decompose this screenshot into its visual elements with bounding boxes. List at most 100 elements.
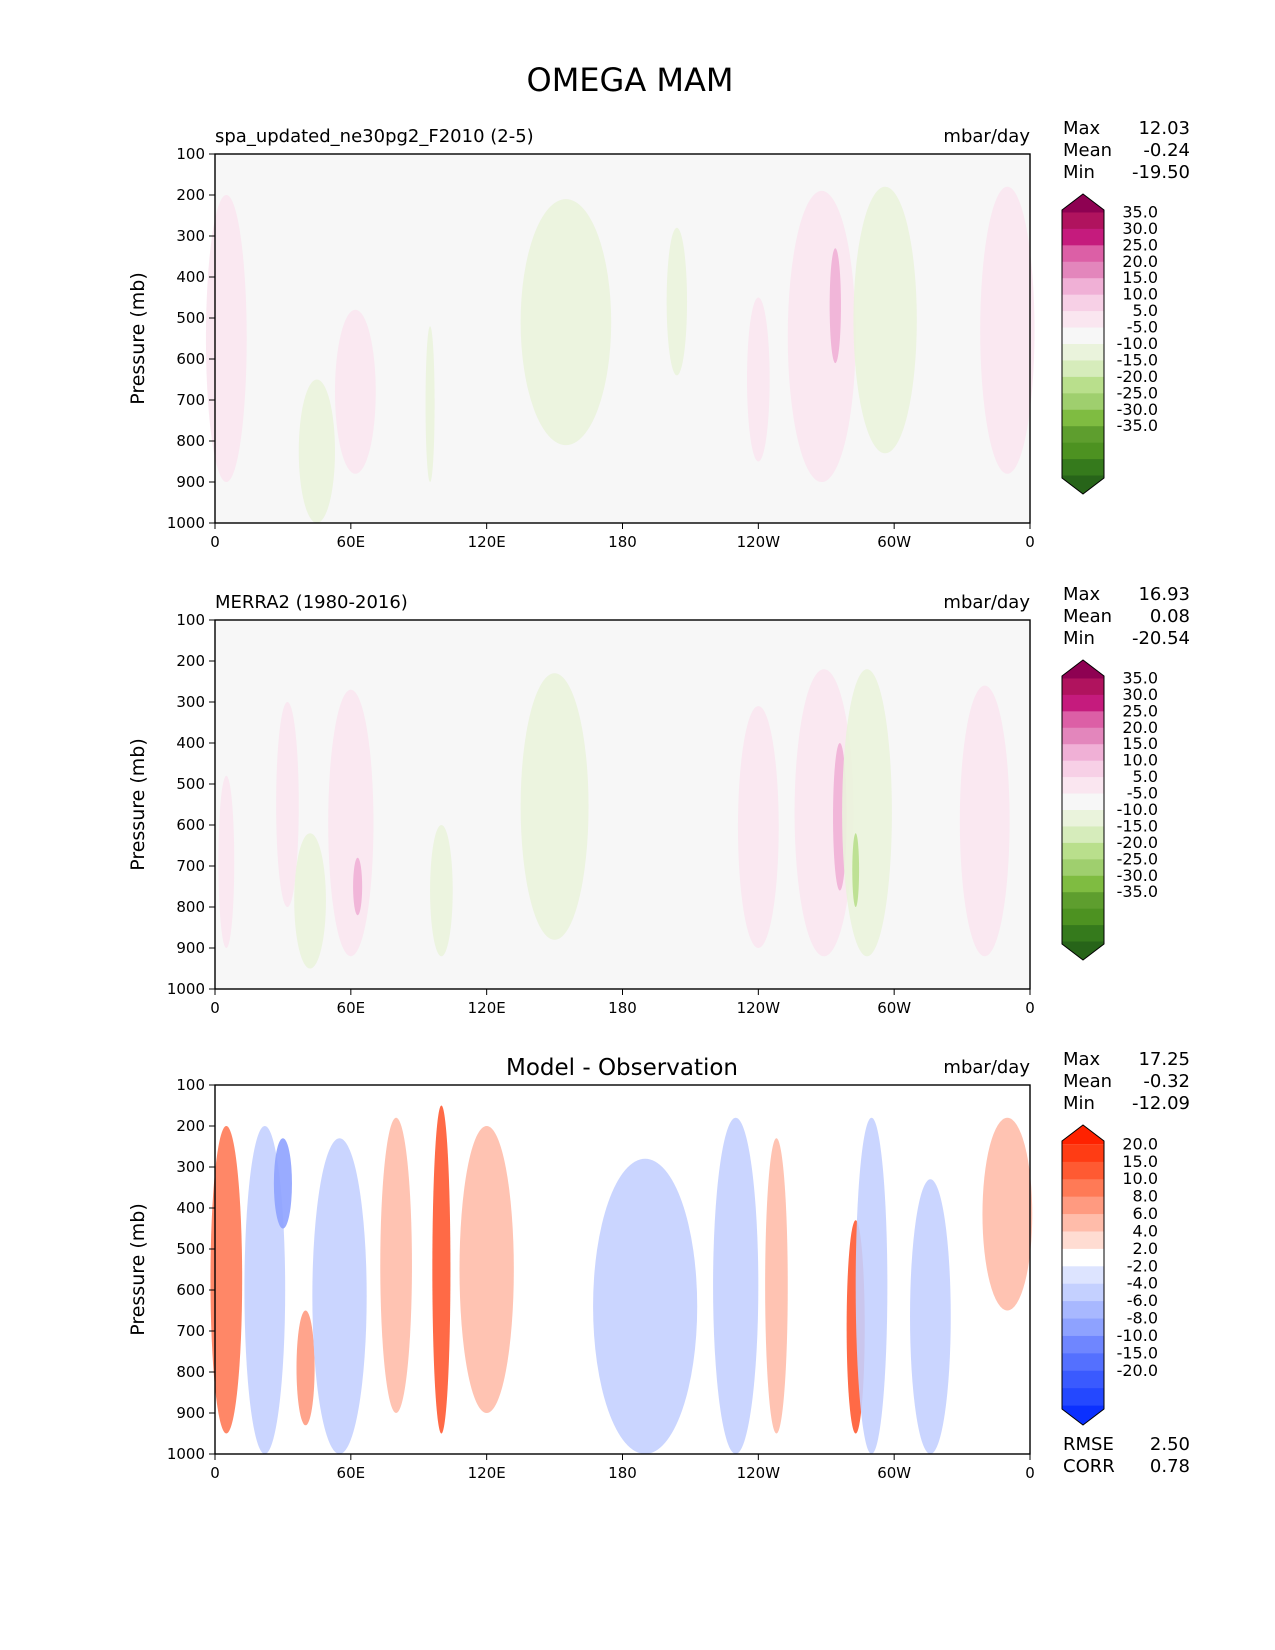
colorbar-segment [1062, 777, 1104, 795]
colorbar-segment [1062, 475, 1104, 494]
colorbar-tick-label: 15.0 [1122, 268, 1158, 287]
x-tick-label: 60W [877, 533, 911, 551]
colorbar-segment [1062, 360, 1104, 378]
colorbar-segment [1062, 660, 1104, 679]
contour-region [334, 309, 376, 474]
metric-label: CORR [1063, 1456, 1115, 1477]
colorbar-tick-label: 20.0 [1122, 718, 1158, 737]
colorbar-segment [1062, 1353, 1104, 1372]
colorbar-frame [1061, 193, 1105, 495]
y-tick-label: 900 [176, 1404, 205, 1422]
y-tick-label: 200 [176, 186, 205, 204]
colorbar-segment [1062, 941, 1104, 960]
y-tick-label: 700 [176, 857, 205, 875]
contour-region [298, 379, 335, 523]
units-label: mbar/day [943, 1057, 1030, 1078]
colorbar-segment [1062, 892, 1104, 910]
y-tick-label: 800 [176, 898, 205, 916]
panel-1: 0 60E 120E 180 120W 60W 0 100 200 300 400 500 600 700… [127, 118, 1190, 551]
colorbar-tick-label: 30.0 [1122, 219, 1158, 238]
colorbar-segment [1062, 1266, 1104, 1285]
colorbar-tick-label: 30.0 [1122, 685, 1158, 704]
x-tick-label: 60E [337, 999, 366, 1017]
colorbar-segment [1062, 212, 1104, 230]
contour-region [713, 1117, 759, 1454]
x-tick-label: 60E [337, 1464, 366, 1482]
colorbar-tick-label: -8.0 [1127, 1309, 1158, 1328]
colorbar-tick-label: -25.0 [1117, 383, 1158, 402]
colorbar-tick-label: -5.0 [1127, 318, 1158, 337]
stat-label: Max [1063, 1049, 1101, 1070]
colorbar-segment [1062, 810, 1104, 827]
x-tick-label: 180 [608, 1464, 637, 1482]
y-tick-label: 600 [176, 1281, 205, 1299]
colorbar-segment [1062, 409, 1104, 427]
x-tick-label: 120W [737, 999, 781, 1017]
stat-value: 0.08 [1150, 606, 1190, 627]
colorbar-segment [1062, 311, 1104, 329]
x-tick-label: 120E [468, 1464, 506, 1482]
colorbar-segment [1062, 1370, 1104, 1389]
y-tick-label: 100 [176, 1076, 205, 1094]
contour-region [787, 190, 856, 482]
colorbar-tick-label: -20.0 [1117, 1361, 1158, 1380]
y-tick-label: 300 [176, 227, 205, 245]
metric-value: 0.78 [1150, 1456, 1190, 1477]
stat-value: -0.32 [1143, 1071, 1190, 1092]
colorbar-segment [1062, 908, 1104, 926]
colorbar-tick-label: -30.0 [1117, 400, 1158, 419]
colorbar-tick-label: -6.0 [1127, 1291, 1158, 1310]
colorbar-tick-label: -15.0 [1117, 350, 1158, 369]
colorbar-segment [1062, 261, 1104, 279]
stat-value: -0.24 [1143, 140, 1190, 161]
contour-region [910, 1179, 951, 1454]
contour-region [312, 1138, 367, 1454]
x-tick-label: 60W [877, 999, 911, 1017]
colorbar-tick-label: 35.0 [1122, 202, 1158, 221]
contour-region [432, 1105, 451, 1434]
colorbar-tick-label: -2.0 [1127, 1256, 1158, 1275]
colorbar-tick-label: -10.0 [1117, 1326, 1158, 1345]
colorbar-tick-label: -30.0 [1117, 866, 1158, 885]
colorbar-tick-label: -20.0 [1117, 833, 1158, 852]
colorbar-tick-label: -35.0 [1117, 882, 1158, 901]
colorbar-segment [1062, 793, 1104, 811]
colorbar-segment [1062, 327, 1104, 345]
colorbar-segment [1062, 1179, 1104, 1198]
colorbar-tick-label: 10.0 [1122, 1169, 1158, 1188]
colorbar-segment [1062, 1335, 1104, 1354]
x-tick-label: 0 [1025, 1464, 1035, 1482]
colorbar-tick-label: -25.0 [1117, 849, 1158, 868]
units-label: mbar/day [943, 592, 1030, 613]
colorbar-tick-label: 4.0 [1133, 1221, 1158, 1240]
x-tick-label: 60W [877, 1464, 911, 1482]
colorbar-tick-label: -15.0 [1117, 816, 1158, 835]
contour-region [430, 825, 453, 957]
colorbar-tick-label: -20.0 [1117, 367, 1158, 386]
x-tick-label: 60E [337, 533, 366, 551]
contour-region [459, 1126, 514, 1413]
contour-region [328, 689, 374, 957]
stat-label: Mean [1063, 606, 1112, 627]
y-axis-label: Pressure (mb) [127, 1203, 149, 1336]
stat-value: 17.25 [1138, 1049, 1190, 1070]
panel-title: MERRA2 (1980-2016) [215, 592, 408, 613]
colorbar-tick-label: -5.0 [1127, 784, 1158, 803]
colorbar-tick-label: -35.0 [1117, 416, 1158, 435]
panel-3: 0 60E 120E 180 120W 60W 0 100 200 300 400 500 600 700… [127, 1049, 1190, 1482]
panel-title: Model - Observation [506, 1055, 738, 1081]
colorbar-tick-label: 8.0 [1133, 1187, 1158, 1206]
colorbar-tick-label: 15.0 [1122, 1152, 1158, 1171]
contour-region [380, 1117, 412, 1413]
colorbar-tick-label: -4.0 [1127, 1274, 1158, 1293]
y-axis-label: Pressure (mb) [127, 738, 149, 871]
colorbar-segment [1062, 842, 1104, 860]
contour-region [842, 669, 892, 957]
stat-value: -19.50 [1132, 162, 1190, 183]
contour-region [853, 186, 917, 454]
contour-region [210, 1126, 243, 1434]
contour-region [737, 706, 779, 948]
contour-region [959, 685, 1010, 957]
y-tick-label: 700 [176, 391, 205, 409]
